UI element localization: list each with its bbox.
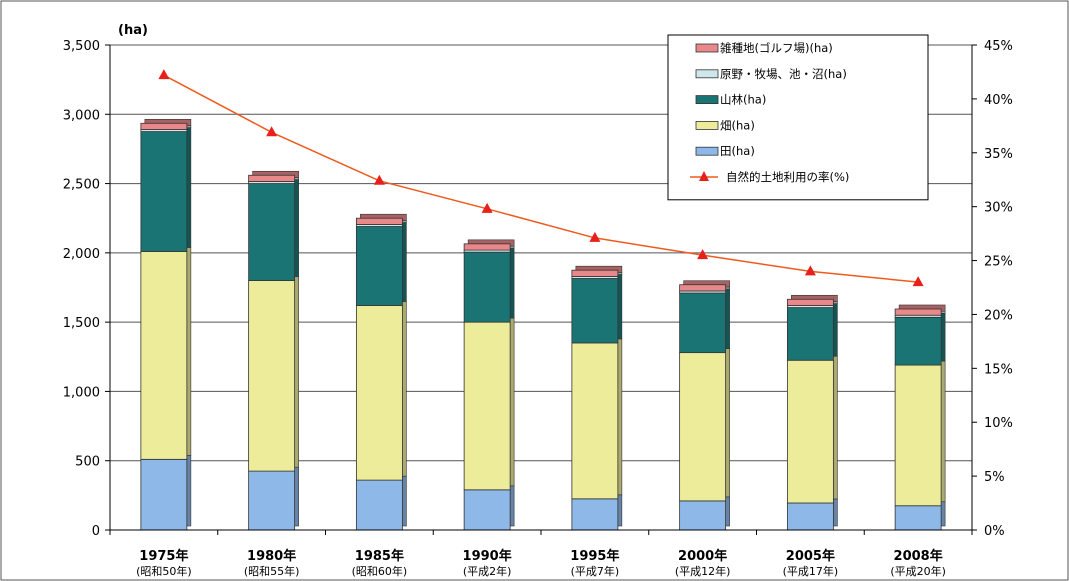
bar-segment <box>571 342 619 500</box>
bar-segment <box>140 458 188 531</box>
bar-segment <box>248 280 296 472</box>
bar-segment <box>894 505 942 531</box>
y2-tick-label: 25% <box>984 255 1013 270</box>
legend-swatch <box>695 69 719 79</box>
bar-segment <box>463 489 511 531</box>
line-marker <box>697 249 709 260</box>
bar-segment <box>679 352 727 502</box>
legend-box <box>667 34 929 201</box>
y2-tick-label: 45% <box>984 39 1013 54</box>
x-tick-label: 1975年 <box>139 548 188 564</box>
y2-tick-label: 0% <box>984 524 1005 539</box>
legend-swatch <box>695 95 719 104</box>
y-axis-label: (ha) <box>118 23 148 38</box>
legend-label: 田(ha) <box>720 144 755 158</box>
bar-segment <box>571 498 619 531</box>
bar-segment <box>463 243 511 251</box>
x-tick-sublabel: (平成7年) <box>571 564 620 578</box>
bar-segment <box>571 269 619 277</box>
y-tick-label: 2,500 <box>63 178 100 193</box>
bar-segment <box>679 292 727 354</box>
y-tick-label: 500 <box>75 455 100 470</box>
line-marker <box>266 126 278 137</box>
legend-label: 畑(ha) <box>720 118 755 132</box>
x-tick-label: 2005年 <box>786 548 835 564</box>
x-tick-sublabel: (平成12年) <box>675 564 731 578</box>
bar-segment <box>463 321 511 491</box>
x-tick-label: 1980年 <box>247 548 296 564</box>
y2-tick-label: 35% <box>984 147 1013 162</box>
x-tick-label: 2000年 <box>678 548 727 564</box>
line-series-path <box>163 74 919 283</box>
bar-segment <box>786 502 834 531</box>
line-marker <box>804 265 816 276</box>
legend-label: 自然的土地利用の率(%) <box>726 170 849 184</box>
x-tick-sublabel: (昭和60年) <box>352 564 408 578</box>
bar-segment <box>355 217 403 225</box>
y2-tick-label: 20% <box>984 308 1013 323</box>
bar-segment <box>786 298 834 306</box>
bar-segment <box>571 278 619 344</box>
y2-tick-label: 10% <box>984 416 1013 431</box>
y-tick-label: 3,500 <box>63 39 100 54</box>
bar-segment <box>679 500 727 531</box>
bar-segment <box>140 251 188 460</box>
y2-axis: 0% 5% 10% 15% 20% 25% 30% 35% 40% 45% <box>971 39 1013 539</box>
legend-label: 原野・牧場、池・沼(ha) <box>720 67 847 81</box>
bar-segment <box>140 122 188 130</box>
bars <box>140 118 946 531</box>
legend-label: 雑種地(ゴルフ場)(ha) <box>720 41 833 55</box>
bar-segment <box>355 226 403 306</box>
x-tick-sublabel: (平成2年) <box>463 564 512 578</box>
legend-swatch <box>695 43 719 53</box>
bar-segment <box>355 305 403 481</box>
bar-segment <box>463 251 511 323</box>
y-tick-label: 0 <box>92 524 100 539</box>
legend-line-marker <box>699 171 709 181</box>
bar-segment <box>786 359 834 504</box>
y2-tick-label: 5% <box>984 470 1005 485</box>
x-tick-label: 2008年 <box>894 548 943 564</box>
x-tick-sublabel: (平成20年) <box>890 564 946 578</box>
bar-segment <box>248 174 296 182</box>
x-tick-sublabel: (昭和55年) <box>244 564 300 578</box>
x-tick-label: 1990年 <box>463 548 512 564</box>
y2-tick-label: 40% <box>984 93 1013 108</box>
bar-segment <box>355 479 403 531</box>
legend: 雑種地(ゴルフ場)(ha) 原野・牧場、池・沼(ha) 山林(ha) 畑(ha) 田(h… <box>667 34 929 201</box>
y-tick-label: 1,500 <box>63 316 100 331</box>
line-marker <box>589 231 601 242</box>
y-tick-label: 3,000 <box>63 108 100 123</box>
line-series <box>158 69 924 287</box>
y-axis: 0 500 1,000 1,500 2,000 2,500 3,000 3,500 <box>63 39 111 539</box>
bar-segment <box>894 316 942 366</box>
legend-swatch <box>695 146 719 156</box>
bar-segment <box>894 308 942 316</box>
x-axis: 1975年(昭和50年) 1980年(昭和55年) 1985年(昭和60年) 1990… <box>109 529 973 578</box>
line-marker <box>481 202 493 213</box>
bar-segment <box>248 470 296 531</box>
y2-tick-label: 15% <box>984 362 1013 377</box>
bar-segment <box>786 307 834 361</box>
legend-label: 山林(ha) <box>720 93 766 107</box>
bar-segment <box>679 284 727 292</box>
bar-segment <box>140 131 188 252</box>
x-tick-sublabel: (昭和50年) <box>136 564 192 578</box>
legend-swatch <box>695 121 719 130</box>
line-marker <box>158 69 170 80</box>
x-tick-label: 1995年 <box>570 548 619 564</box>
y2-tick-label: 30% <box>984 201 1013 216</box>
x-tick-sublabel: (平成17年) <box>783 564 839 578</box>
y-tick-label: 2,000 <box>63 247 100 262</box>
line-marker <box>373 174 385 185</box>
bar-segment <box>248 183 296 281</box>
bar-segment <box>894 364 942 507</box>
y-tick-label: 1,000 <box>63 385 100 400</box>
line-marker <box>912 276 924 287</box>
x-tick-label: 1985年 <box>355 548 404 564</box>
